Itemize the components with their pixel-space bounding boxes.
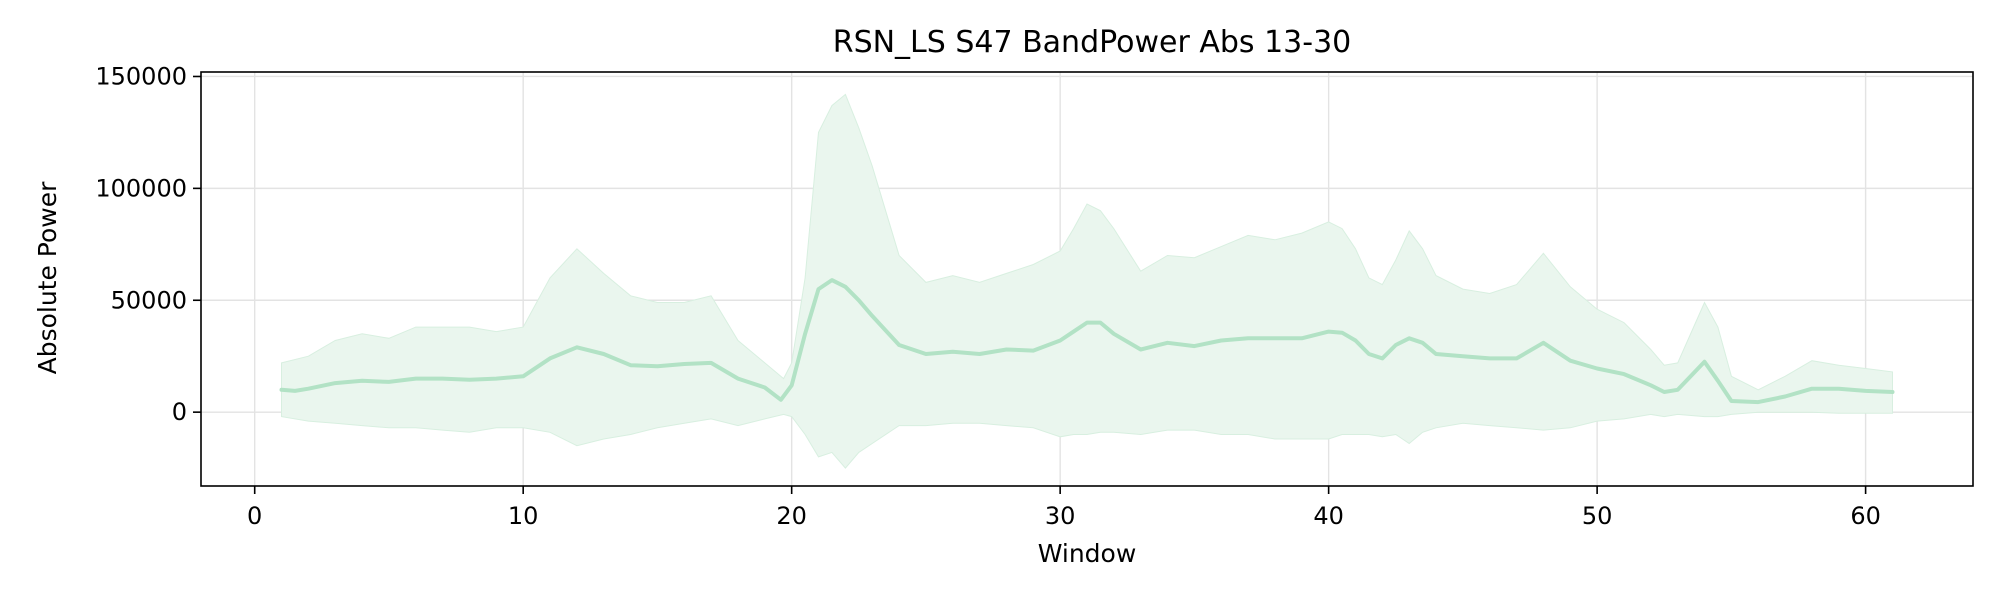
x-axis-label: Window xyxy=(1038,539,1137,568)
std-band-area xyxy=(281,93,1893,469)
y-tick-label: 0 xyxy=(172,398,187,426)
x-tick-label: 50 xyxy=(1582,502,1613,530)
chart-title: RSN_LS S47 BandPower Abs 13-30 xyxy=(833,25,1352,60)
x-tick-label: 60 xyxy=(1850,502,1881,530)
x-tick-label: 40 xyxy=(1313,502,1344,530)
y-tick-label: 50000 xyxy=(111,286,187,314)
y-tick-label: 150000 xyxy=(95,62,187,90)
mean-line xyxy=(279,278,1895,405)
x-tick-label: 10 xyxy=(508,502,539,530)
x-axis: 0 10 20 30 40 50 60 xyxy=(247,486,1881,530)
x-tick-label: 0 xyxy=(247,502,262,530)
x-tick-label: 30 xyxy=(1045,502,1076,530)
y-axis-label: Absolute Power xyxy=(33,181,62,375)
y-tick-label: 100000 xyxy=(95,174,187,202)
x-tick-label: 20 xyxy=(776,502,807,530)
y-axis: 0 50000 100000 150000 xyxy=(95,62,201,426)
plot-frame xyxy=(200,71,1974,487)
